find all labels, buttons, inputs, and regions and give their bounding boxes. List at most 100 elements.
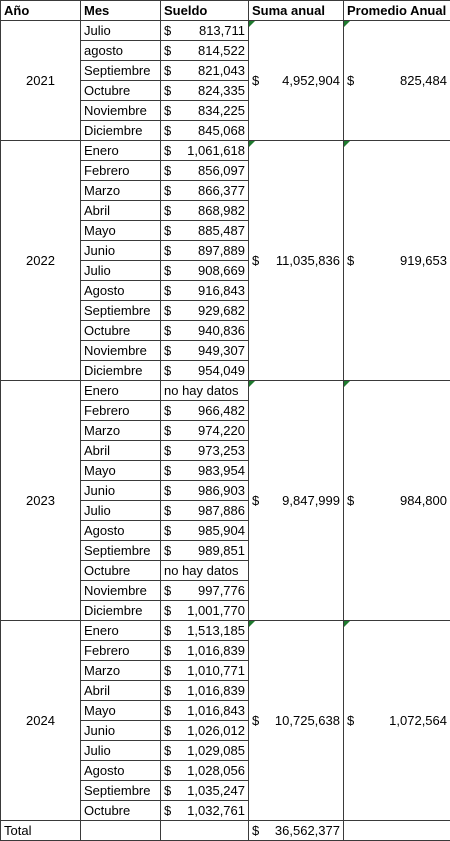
header-cell: Sueldo <box>160 0 249 21</box>
currency-sign: $ <box>347 253 355 268</box>
header-cell: Mes <box>80 0 161 21</box>
money-wrap: $866,377 <box>164 183 245 198</box>
amount: 1,032,761 <box>187 803 245 818</box>
salary-cell: $1,513,185 <box>160 620 249 641</box>
month-cell: Septiembre <box>80 780 161 801</box>
month-row: Mayo $983,954 <box>1 460 450 481</box>
money-wrap: $929,682 <box>164 303 245 318</box>
amount: 825,484 <box>400 73 447 88</box>
currency-sign: $ <box>164 423 172 438</box>
month-cell: Julio <box>80 260 161 281</box>
month-cell: Abril <box>80 680 161 701</box>
amount: 985,904 <box>198 523 245 538</box>
money-wrap: $1,029,085 <box>164 743 245 758</box>
amount: 919,653 <box>400 253 447 268</box>
currency-sign: $ <box>164 223 172 238</box>
money-wrap: $1,072,564 <box>347 713 447 728</box>
salary-cell: $966,482 <box>160 400 249 421</box>
amount: 908,669 <box>198 263 245 278</box>
month-cell: Junio <box>80 720 161 741</box>
amount: 987,886 <box>198 503 245 518</box>
currency-sign: $ <box>347 713 355 728</box>
currency-sign: $ <box>164 723 172 738</box>
currency-sign: $ <box>164 183 172 198</box>
currency-sign: $ <box>164 103 172 118</box>
month-cell: Diciembre <box>80 360 161 381</box>
salary-cell: $1,016,839 <box>160 640 249 661</box>
month-row: Octubre $1,032,761 <box>1 800 450 821</box>
currency-sign: $ <box>164 603 172 618</box>
month-row: Agosto $916,843 <box>1 280 450 301</box>
month-row: Febrero $1,016,839 <box>1 640 450 661</box>
amount: 1,001,770 <box>187 603 245 618</box>
amount: 9,847,999 <box>282 493 340 508</box>
money-wrap: $908,669 <box>164 263 245 278</box>
salary-cell: $897,889 <box>160 240 249 261</box>
month-row: Octubre $940,836 <box>1 320 450 341</box>
money-wrap: $821,043 <box>164 63 245 78</box>
amount: 1,010,771 <box>187 663 245 678</box>
amount: 10,725,638 <box>274 713 340 728</box>
header-cell: Suma anual <box>248 0 344 21</box>
salary-cell: $983,954 <box>160 460 249 481</box>
money-wrap: $954,049 <box>164 363 245 378</box>
month-row: 2021 Julio $813,711 $4,952,904 $825,484 <box>0 20 450 141</box>
month-cell: Diciembre <box>80 600 161 621</box>
salary-cell: $989,851 <box>160 540 249 561</box>
amount: 929,682 <box>198 303 245 318</box>
money-wrap: $973,253 <box>164 443 245 458</box>
salary-cell: $1,032,761 <box>160 800 249 821</box>
month-cell: Mayo <box>80 460 161 481</box>
annual-sum: $4,952,904 <box>248 20 344 141</box>
salary-cell: $973,253 <box>160 440 249 461</box>
money-wrap: $845,068 <box>164 123 245 138</box>
amount: 897,889 <box>198 243 245 258</box>
currency-sign: $ <box>164 803 172 818</box>
money-wrap: $984,800 <box>347 493 447 508</box>
currency-sign: $ <box>164 443 172 458</box>
empty-cell <box>343 820 450 841</box>
month-row: Junio $897,889 <box>1 240 450 261</box>
money-wrap: $1,016,843 <box>164 703 245 718</box>
month-row: 2022 Enero $1,061,618 $11,035,836 $919,653 <box>0 140 450 381</box>
currency-sign: $ <box>164 343 172 358</box>
currency-sign: $ <box>164 163 172 178</box>
month-cell: Junio <box>80 480 161 501</box>
amount: 986,903 <box>198 483 245 498</box>
currency-sign: $ <box>164 543 172 558</box>
money-wrap: $1,035,247 <box>164 783 245 798</box>
money-wrap: $1,010,771 <box>164 663 245 678</box>
month-row: Septiembre $989,851 <box>1 540 450 561</box>
month-row: Febrero $856,097 <box>1 160 450 181</box>
year-cell: 2022 <box>0 140 81 381</box>
amount: 868,982 <box>198 203 245 218</box>
year-cell: 2024 <box>0 620 81 821</box>
salary-cell: $974,220 <box>160 420 249 441</box>
currency-sign: $ <box>164 683 172 698</box>
salary-cell: $813,711 <box>160 20 249 41</box>
currency-sign: $ <box>164 523 172 538</box>
amount: 949,307 <box>198 343 245 358</box>
amount: 989,851 <box>198 543 245 558</box>
currency-sign: $ <box>252 823 260 838</box>
month-cell: Abril <box>80 200 161 221</box>
amount: 824,335 <box>198 83 245 98</box>
amount: 966,482 <box>198 403 245 418</box>
currency-sign: $ <box>164 503 172 518</box>
amount: 940,836 <box>198 323 245 338</box>
amount: 984,800 <box>400 493 447 508</box>
amount: 983,954 <box>198 463 245 478</box>
amount: 814,522 <box>198 43 245 58</box>
money-wrap: $824,335 <box>164 83 245 98</box>
annual-average: $984,800 <box>343 380 450 621</box>
money-wrap: $4,952,904 <box>252 73 340 88</box>
amount: 997,776 <box>198 583 245 598</box>
month-cell: Marzo <box>80 660 161 681</box>
amount: 866,377 <box>198 183 245 198</box>
currency-sign: $ <box>164 203 172 218</box>
salary-cell: $814,522 <box>160 40 249 61</box>
salary-cell: $885,487 <box>160 220 249 241</box>
salary-cell: $845,068 <box>160 120 249 141</box>
